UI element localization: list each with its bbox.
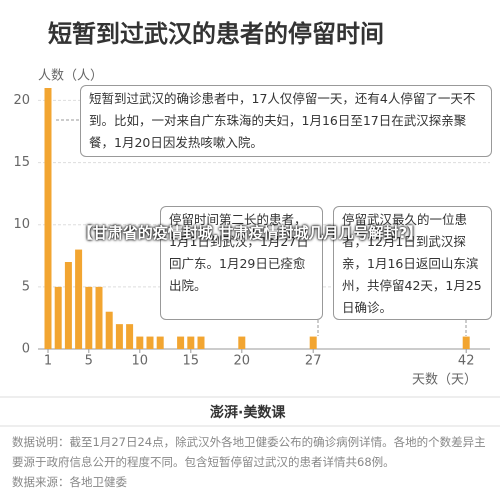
bar xyxy=(85,286,93,349)
chart-title: 短暂到过武汉的患者的停留时间 xyxy=(48,20,384,48)
x-tick-label: 10 xyxy=(132,354,149,369)
annotation: 停留时间第二长的患者，1月1日到武汉，1月27日回广东。1月29日已痊愈出院。 xyxy=(160,206,323,320)
x-tick-label: 27 xyxy=(305,354,322,369)
bar xyxy=(187,336,195,349)
bar xyxy=(136,336,144,349)
bar xyxy=(115,324,123,349)
bar xyxy=(238,336,246,349)
bar xyxy=(146,336,154,349)
bar xyxy=(75,249,83,349)
y-axis-label: 人数（人） xyxy=(38,69,103,84)
banner: 【甘肃省的疫情封城,甘肃疫情封城几月几号解封?】 xyxy=(77,224,423,242)
x-tick-label: 20 xyxy=(234,354,251,369)
y-tick-label: 20 xyxy=(13,93,30,108)
bar xyxy=(105,311,113,349)
footer: 数据说明：截至1月27日24点，除武汉外各地卫健委公布的确诊病例详情。各地的个数… xyxy=(12,432,488,492)
bar xyxy=(197,336,205,349)
annotation: 短暂到过武汉的确诊患者中，17人仅停留一天，还有4人停留了一天不到。比如，一对来… xyxy=(80,85,492,157)
y-tick-label: 10 xyxy=(13,217,30,232)
bar xyxy=(95,286,103,349)
annotation: 停留武汉最久的一位患者，12月1日到武汉探亲，1月16日返回山东滨州，共停留42… xyxy=(333,206,492,320)
x-tick-label: 1 xyxy=(44,354,52,369)
bar xyxy=(126,324,134,349)
bar xyxy=(64,262,72,349)
y-tick-label: 5 xyxy=(22,279,30,294)
bar xyxy=(177,336,185,349)
y-tick-label: 0 xyxy=(22,342,30,357)
bar xyxy=(44,88,52,349)
source: 数据来源：各地卫健委 xyxy=(12,475,127,489)
footer-note: 数据说明：截至1月27日24点，除武汉外各地卫健委公布的确诊病例详情。各地的个数… xyxy=(12,435,486,469)
logo: 澎湃·美数课 xyxy=(210,405,286,421)
x-tick-label: 42 xyxy=(458,354,475,369)
x-tick-label: 15 xyxy=(183,354,200,369)
bar xyxy=(156,336,164,349)
x-axis-label: 天数（天） xyxy=(412,373,477,388)
y-tick-label: 15 xyxy=(13,155,30,170)
bar xyxy=(309,336,317,349)
x-tick-label: 5 xyxy=(85,354,93,369)
bar xyxy=(54,286,62,349)
bar xyxy=(462,336,470,349)
